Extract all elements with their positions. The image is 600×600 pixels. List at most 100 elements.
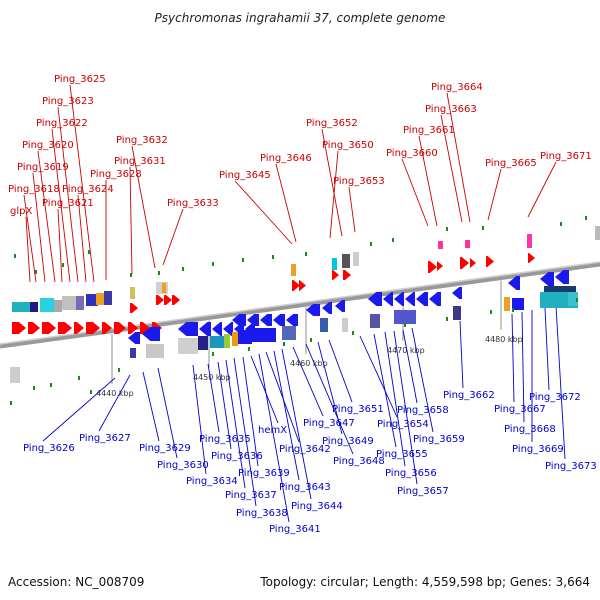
leader-line-ping_3623 (57, 106, 79, 283)
feature-box (62, 296, 76, 310)
leader-line-ping_3645 (234, 180, 293, 245)
gene-label-ping_3626[interactable]: Ping_3626 (23, 443, 75, 454)
track-marker (446, 227, 448, 231)
track-marker (212, 352, 214, 356)
gene-label-ping_3662[interactable]: Ping_3662 (443, 390, 495, 401)
reverse-gene-arrow (335, 300, 345, 312)
gene-label-ping_3669[interactable]: Ping_3669 (512, 444, 564, 455)
gene-label-ping_3644[interactable]: Ping_3644 (291, 501, 343, 512)
gene-label-ping_3645[interactable]: Ping_3645 (219, 170, 271, 181)
gene-label-ping_3673[interactable]: Ping_3673 (545, 461, 597, 472)
feature-box (320, 318, 328, 332)
gene-label-ping_3663[interactable]: Ping_3663 (425, 104, 477, 115)
track-marker (512, 308, 514, 312)
leader-line-ping_3665 (487, 168, 502, 221)
feature-box (291, 264, 296, 276)
reverse-gene-arrow (540, 272, 554, 286)
gene-label-ping_3641[interactable]: Ping_3641 (269, 524, 321, 535)
gene-label-ping_3633[interactable]: Ping_3633 (167, 198, 219, 209)
gene-label-ping_3647[interactable]: Ping_3647 (303, 418, 355, 429)
gene-label-ping_3620[interactable]: Ping_3620 (22, 140, 74, 151)
reverse-gene-arrow (260, 314, 272, 326)
feature-box (438, 241, 443, 249)
reverse-gene-arrow (383, 292, 393, 306)
gene-label-ping_3659[interactable]: Ping_3659 (413, 434, 465, 445)
gene-label-ping_3646[interactable]: Ping_3646 (260, 153, 312, 164)
feature-box (178, 338, 198, 354)
reverse-leader-lines (42, 305, 566, 523)
gene-label-ping_3656[interactable]: Ping_3656 (385, 468, 437, 479)
gene-label-ping_3652[interactable]: Ping_3652 (306, 118, 358, 129)
leader-line-ping_3653 (348, 186, 356, 233)
track-marker (10, 401, 12, 405)
gene-label-ping_3625[interactable]: Ping_3625 (54, 74, 106, 85)
tick-marks: 4440 kbp 4450 kbp 4460 kbp 4470 kbp 4480 kbp (96, 280, 523, 398)
gene-label-ping_3661[interactable]: Ping_3661 (403, 125, 455, 136)
track-marker (352, 331, 354, 335)
gene-label-ping_3635[interactable]: Ping_3635 (199, 434, 251, 445)
track-marker (158, 271, 160, 275)
feature-box (104, 291, 112, 305)
gene-label-ping_3639[interactable]: Ping_3639 (238, 468, 290, 479)
forward-gene-arrow (140, 322, 150, 334)
leader-line-ping_3671 (527, 161, 557, 218)
gene-label-ping_3621[interactable]: Ping_3621 (42, 198, 94, 209)
gene-label-ping_3649[interactable]: Ping_3649 (322, 436, 374, 447)
leader-line-ping_3644 (281, 348, 312, 500)
reverse-gene-arrow (452, 287, 462, 299)
gene-label-ping_3657[interactable]: Ping_3657 (397, 486, 449, 497)
feature-box (504, 297, 510, 311)
feature-box (568, 292, 578, 306)
gene-label-ping_3628[interactable]: Ping_3628 (90, 169, 142, 180)
forward-gene-arrow (486, 256, 494, 267)
feature-box (595, 226, 600, 240)
feature-box (162, 283, 166, 293)
reverse-gene-arrow (405, 292, 415, 306)
gene-label-ping_3667[interactable]: Ping_3667 (494, 404, 546, 415)
track-marker (50, 383, 52, 387)
tick-label-1: 4450 kbp (193, 373, 231, 382)
gene-label-ping_3622[interactable]: Ping_3622 (36, 118, 88, 129)
gene-label-ping_3655[interactable]: Ping_3655 (376, 449, 428, 460)
gene-label-ping_3618[interactable]: Ping_3618 (8, 184, 60, 195)
feature-box (86, 294, 98, 306)
gene-label-ping_3651[interactable]: Ping_3651 (332, 404, 384, 415)
gene-label-ping_3665[interactable]: Ping_3665 (485, 158, 537, 169)
gene-label-ping_3671[interactable]: Ping_3671 (540, 151, 592, 162)
gene-label-ping_3653[interactable]: Ping_3653 (333, 176, 385, 187)
gene-label-hemx[interactable]: hemX (258, 425, 287, 436)
gene-label-ping_3668[interactable]: Ping_3668 (504, 424, 556, 435)
gene-label-ping_3623[interactable]: Ping_3623 (42, 96, 94, 107)
gene-label-ping_3642[interactable]: Ping_3642 (279, 444, 331, 455)
reverse-gene-arrow (247, 314, 259, 326)
gene-label-ping_3672[interactable]: Ping_3672 (529, 392, 581, 403)
gene-label-ping_3660[interactable]: Ping_3660 (386, 148, 438, 159)
gene-label-ping_3619[interactable]: Ping_3619 (17, 162, 69, 173)
track-marker (404, 323, 406, 327)
forward-gene-arrow (470, 258, 476, 268)
gene-label-ping_3630[interactable]: Ping_3630 (157, 460, 209, 471)
gene-label-ping_3643[interactable]: Ping_3643 (279, 482, 331, 493)
gene-label-ping_3654[interactable]: Ping_3654 (377, 419, 429, 430)
gene-label-ping_3631[interactable]: Ping_3631 (114, 156, 166, 167)
reverse-gene-arrow (322, 302, 332, 314)
leader-line-ping_3639 (242, 356, 259, 467)
gene-label-ping_3629[interactable]: Ping_3629 (139, 443, 191, 454)
gene-label-ping_3637[interactable]: Ping_3637 (225, 490, 277, 501)
tick-label-0: 4440 kbp (96, 389, 134, 398)
feature-box (130, 287, 135, 299)
gene-label-ping_3658[interactable]: Ping_3658 (397, 405, 449, 416)
gene-label-glpx[interactable]: glpX (10, 206, 32, 217)
gene-label-ping_3638[interactable]: Ping_3638 (236, 508, 288, 519)
reverse-gene-arrow (416, 292, 428, 306)
gene-label-ping_3648[interactable]: Ping_3648 (333, 456, 385, 467)
gene-label-ping_3632[interactable]: Ping_3632 (116, 135, 168, 146)
gene-label-ping_3636[interactable]: Ping_3636 (211, 451, 263, 462)
gene-label-ping_3650[interactable]: Ping_3650 (322, 140, 374, 151)
gene-label-ping_3634[interactable]: Ping_3634 (186, 476, 238, 487)
gene-label-ping_3627[interactable]: Ping_3627 (79, 433, 131, 444)
leader-line-ping_3625 (69, 84, 95, 283)
track-marker (305, 252, 307, 256)
gene-label-ping_3664[interactable]: Ping_3664 (431, 82, 483, 93)
gene-label-ping_3624[interactable]: Ping_3624 (62, 184, 114, 195)
